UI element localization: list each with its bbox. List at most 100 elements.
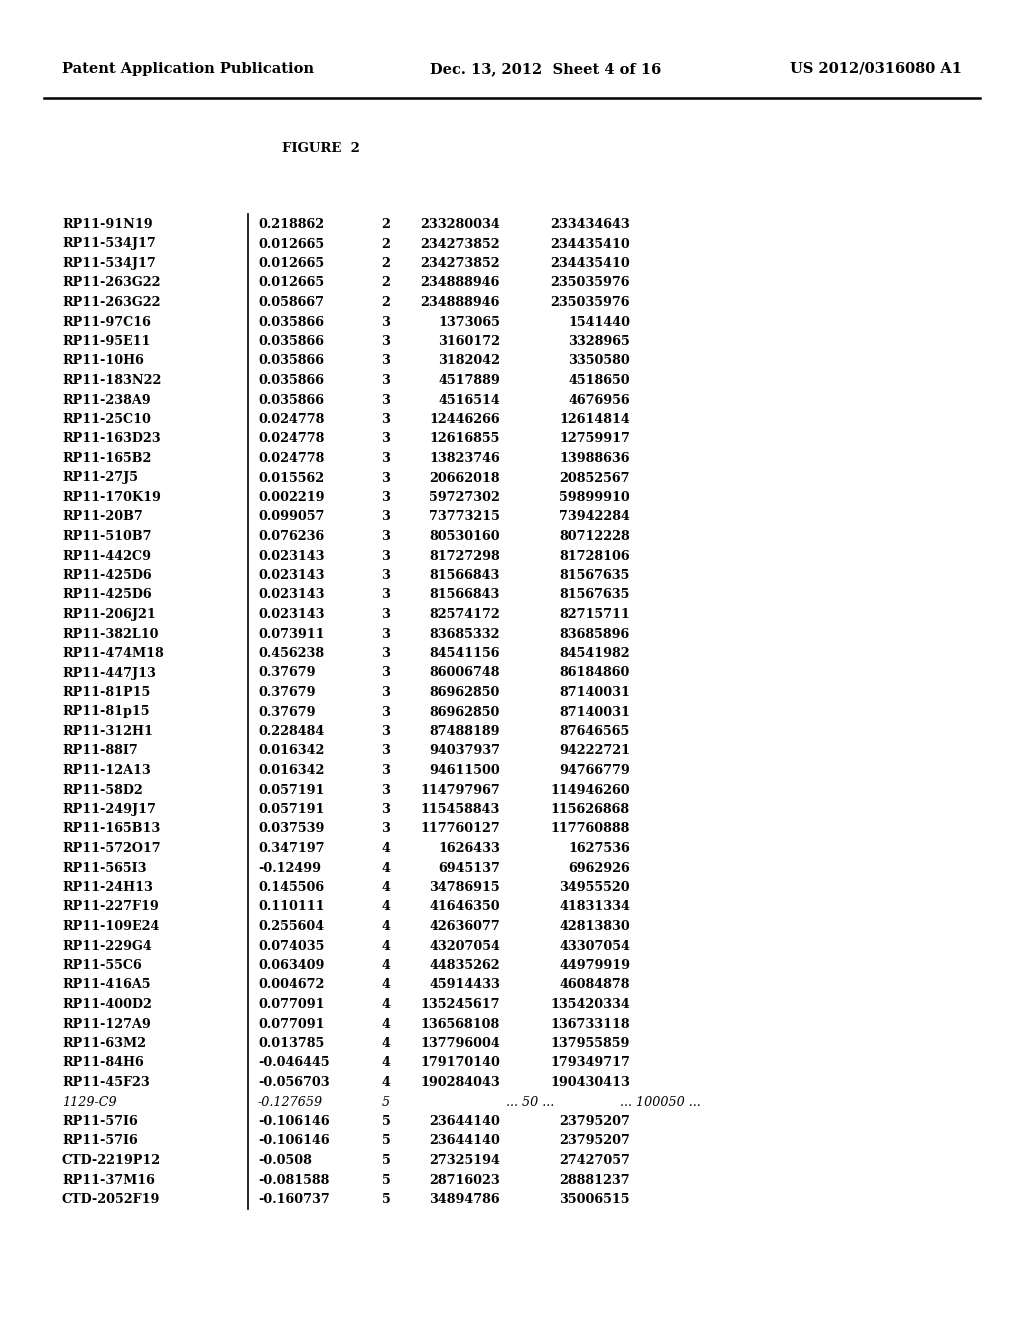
Text: 0.037539: 0.037539: [258, 822, 325, 836]
Text: 179170140: 179170140: [420, 1056, 500, 1069]
Text: RP11-127A9: RP11-127A9: [62, 1018, 151, 1031]
Text: 94766779: 94766779: [559, 764, 630, 777]
Text: 0.057191: 0.057191: [258, 803, 325, 816]
Text: 87140031: 87140031: [559, 686, 630, 700]
Text: 59899910: 59899910: [559, 491, 630, 504]
Text: 117760127: 117760127: [420, 822, 500, 836]
Text: 0.035866: 0.035866: [258, 315, 324, 329]
Text: CTD-2219P12: CTD-2219P12: [62, 1154, 161, 1167]
Text: 190284043: 190284043: [420, 1076, 500, 1089]
Text: 3: 3: [382, 822, 390, 836]
Text: 3: 3: [382, 335, 390, 348]
Text: 234435410: 234435410: [550, 257, 630, 271]
Text: 3: 3: [382, 744, 390, 758]
Text: 3328965: 3328965: [568, 335, 630, 348]
Text: 3: 3: [382, 549, 390, 562]
Text: RP11-312H1: RP11-312H1: [62, 725, 153, 738]
Text: 44835262: 44835262: [429, 960, 500, 972]
Text: 43207054: 43207054: [429, 940, 500, 953]
Text: 0.076236: 0.076236: [258, 531, 325, 543]
Text: 4: 4: [382, 862, 390, 874]
Text: RP11-165B2: RP11-165B2: [62, 451, 152, 465]
Text: RP11-474M18: RP11-474M18: [62, 647, 164, 660]
Text: 1373065: 1373065: [438, 315, 500, 329]
Text: 87140031: 87140031: [559, 705, 630, 718]
Text: 82574172: 82574172: [429, 609, 500, 620]
Text: 4: 4: [382, 998, 390, 1011]
Text: 3: 3: [382, 569, 390, 582]
Text: 4: 4: [382, 842, 390, 855]
Text: 80712228: 80712228: [559, 531, 630, 543]
Text: 233280034: 233280034: [420, 218, 500, 231]
Text: 5: 5: [382, 1193, 390, 1206]
Text: 2: 2: [382, 257, 390, 271]
Text: 23644140: 23644140: [429, 1115, 500, 1129]
Text: 0.255604: 0.255604: [258, 920, 325, 933]
Text: RP11-416A5: RP11-416A5: [62, 978, 151, 991]
Text: 4: 4: [382, 1018, 390, 1031]
Text: 136733118: 136733118: [550, 1018, 630, 1031]
Text: 73942284: 73942284: [559, 511, 630, 524]
Text: RP11-263G22: RP11-263G22: [62, 276, 161, 289]
Text: 5: 5: [382, 1134, 390, 1147]
Text: 81566843: 81566843: [430, 569, 500, 582]
Text: RP11-510B7: RP11-510B7: [62, 531, 152, 543]
Text: RP11-442C9: RP11-442C9: [62, 549, 151, 562]
Text: 27427057: 27427057: [559, 1154, 630, 1167]
Text: 3182042: 3182042: [438, 355, 500, 367]
Text: 4: 4: [382, 920, 390, 933]
Text: RP11-57I6: RP11-57I6: [62, 1134, 138, 1147]
Text: 13988636: 13988636: [559, 451, 630, 465]
Text: 0.347197: 0.347197: [258, 842, 325, 855]
Text: 94611500: 94611500: [429, 764, 500, 777]
Text: 0.035866: 0.035866: [258, 355, 324, 367]
Text: 3: 3: [382, 627, 390, 640]
Text: 0.024778: 0.024778: [258, 433, 325, 446]
Text: 45914433: 45914433: [429, 978, 500, 991]
Text: 4: 4: [382, 940, 390, 953]
Text: 3: 3: [382, 705, 390, 718]
Text: 4: 4: [382, 880, 390, 894]
Text: 59727302: 59727302: [429, 491, 500, 504]
Text: 34894786: 34894786: [429, 1193, 500, 1206]
Text: -0.12499: -0.12499: [258, 862, 321, 874]
Text: 115458843: 115458843: [421, 803, 500, 816]
Text: 43307054: 43307054: [559, 940, 630, 953]
Text: RP11-249J17: RP11-249J17: [62, 803, 156, 816]
Text: RP11-55C6: RP11-55C6: [62, 960, 141, 972]
Text: 4: 4: [382, 960, 390, 972]
Text: 0.110111: 0.110111: [258, 900, 325, 913]
Text: 3: 3: [382, 355, 390, 367]
Text: 23795207: 23795207: [559, 1134, 630, 1147]
Text: 3: 3: [382, 315, 390, 329]
Text: 44979919: 44979919: [559, 960, 630, 972]
Text: 0.077091: 0.077091: [258, 998, 325, 1011]
Text: 20662018: 20662018: [429, 471, 500, 484]
Text: 235035976: 235035976: [551, 276, 630, 289]
Text: 3: 3: [382, 413, 390, 426]
Text: RP11-165B13: RP11-165B13: [62, 822, 160, 836]
Text: RP11-227F19: RP11-227F19: [62, 900, 159, 913]
Text: 0.016342: 0.016342: [258, 744, 325, 758]
Text: RP11-170K19: RP11-170K19: [62, 491, 161, 504]
Text: 0.099057: 0.099057: [258, 511, 325, 524]
Text: 0.218862: 0.218862: [258, 218, 325, 231]
Text: RP11-565I3: RP11-565I3: [62, 862, 146, 874]
Text: ... 100050 ...: ... 100050 ...: [620, 1096, 700, 1109]
Text: 1627536: 1627536: [568, 842, 630, 855]
Text: 0.035866: 0.035866: [258, 374, 324, 387]
Text: RP11-12A13: RP11-12A13: [62, 764, 151, 777]
Text: RP11-84H6: RP11-84H6: [62, 1056, 143, 1069]
Text: 34955520: 34955520: [559, 880, 630, 894]
Text: 34786915: 34786915: [429, 880, 500, 894]
Text: 3: 3: [382, 725, 390, 738]
Text: 4676956: 4676956: [568, 393, 630, 407]
Text: RP11-206J21: RP11-206J21: [62, 609, 156, 620]
Text: 0.37679: 0.37679: [258, 705, 315, 718]
Text: 0.228484: 0.228484: [258, 725, 325, 738]
Text: 3: 3: [382, 511, 390, 524]
Text: -0.056703: -0.056703: [258, 1076, 330, 1089]
Text: -0.127659: -0.127659: [258, 1096, 324, 1109]
Text: 190430413: 190430413: [550, 1076, 630, 1089]
Text: 42636077: 42636077: [429, 920, 500, 933]
